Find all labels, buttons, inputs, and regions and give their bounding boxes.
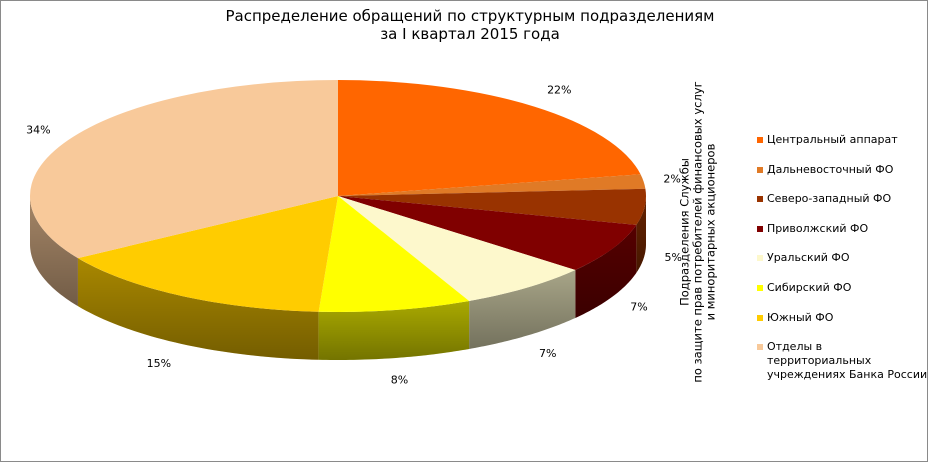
pie-side-4-2 (575, 224, 637, 318)
legend-label-1: Центральный аппарат (767, 133, 898, 146)
pie-side-8-1 (30, 196, 78, 307)
pie-slice-2 (338, 174, 646, 196)
pie-slice-1 (338, 80, 641, 196)
legend-item-6: Сибирский ФО (757, 281, 929, 311)
legend-label-2: Дальневосточный ФО (767, 162, 894, 176)
legend-label-5: Уральский ФО (767, 251, 850, 265)
legend-item-8: Отделы в территориальных учреждениях Бан… (757, 340, 929, 381)
pie-sides (30, 196, 646, 360)
legend-label-6: Сибирский ФО (767, 280, 852, 294)
pie-slice-5 (338, 196, 576, 301)
pie-tops (29, 80, 646, 312)
chart-title: Распределение обращений по структурным п… (190, 7, 750, 43)
pie-side-5-3 (469, 269, 576, 349)
pie-slice-4 (338, 196, 637, 270)
legend-label-3: Северо-западный ФО (767, 192, 892, 206)
data-label-6: 8% (391, 374, 408, 387)
pie-slice-3 (338, 188, 646, 225)
legend-item-4: Приволжский ФО (757, 222, 929, 252)
legend-item-3: Северо-западный ФО (757, 192, 929, 222)
pie-slice-7 (77, 196, 339, 312)
legend: Центральный аппарат Дальневосточный ФО Сев… (757, 133, 929, 381)
legend-swatch-2 (757, 166, 763, 173)
pie-labels: 22% 2% 5% 7% 7% 8% 15% 34% (26, 84, 682, 387)
legend-label-8: Отделы в территориальных учреждениях Бан… (767, 340, 928, 382)
legend-item-5: Уральский ФО (757, 251, 929, 281)
data-label-1: 22% (547, 84, 571, 97)
pie-side-7-4 (77, 258, 319, 360)
legend-item-1: Центральный аппарат (757, 133, 929, 163)
axis-note-line-3: и миноритарных акционеров (703, 143, 718, 321)
data-label-3: 5% (665, 251, 682, 264)
legend-swatch-6 (757, 284, 763, 291)
legend-label-4: Приволжский ФО (767, 221, 869, 235)
data-label-5: 7% (539, 347, 556, 360)
legend-swatch-3 (757, 196, 763, 203)
data-label-4: 7% (630, 301, 647, 314)
pie-slice-6 (318, 196, 470, 312)
data-label-2: 2% (663, 173, 680, 186)
legend-swatch-8 (757, 344, 763, 351)
chart-title-line-1: Распределение обращений по структурным п… (225, 7, 715, 25)
legend-swatch-1 (757, 137, 763, 143)
chart-title-line-2: за I квартал 2015 года (380, 25, 560, 43)
legend-item-2: Дальневосточный ФО (757, 163, 929, 193)
legend-item-7: Южный ФО (757, 311, 929, 341)
legend-label-7: Южный ФО (767, 310, 834, 324)
data-label-8: 34% (26, 124, 50, 137)
pie-side-3-0 (636, 196, 646, 273)
pie-slice-8 (29, 80, 338, 259)
pie-side-6-5 (318, 300, 470, 360)
legend-swatch-4 (757, 225, 763, 232)
legend-swatch-7 (757, 314, 763, 321)
legend-swatch-5 (757, 255, 763, 262)
data-label-7: 15% (147, 357, 171, 370)
